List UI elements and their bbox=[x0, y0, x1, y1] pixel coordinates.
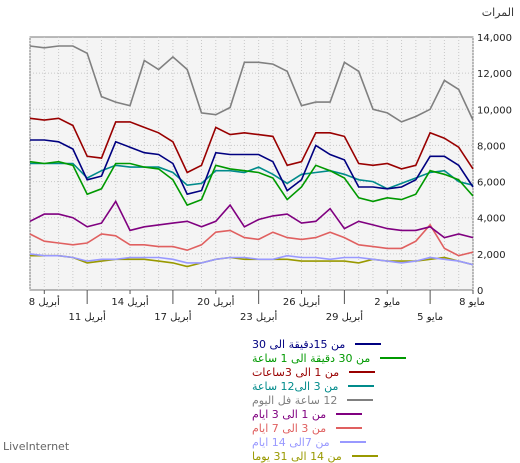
y-tick-label: 2,000 bbox=[477, 250, 506, 261]
legend-label: من 3 الى 7 ايام bbox=[252, 421, 327, 435]
line-chart: المرات 0 2,000 4,000 6,000 8,000 10,000 12,000… bbox=[29, 6, 514, 323]
x-tick-label: 26 أبريل bbox=[283, 295, 321, 308]
legend-entry: من 7الى 14 ايام bbox=[252, 435, 512, 449]
y-tick-labels: 0 2,000 4,000 6,000 8,000 10,000 12,000 14,000 bbox=[477, 33, 512, 297]
legend-swatch bbox=[355, 343, 382, 345]
x-tick-label: 14 أبريل bbox=[111, 295, 149, 308]
x-tick-labels: 8 مايو 2 مايو 26 أبريل 20 أبريل 14 أبريل 8 أب… bbox=[29, 290, 485, 323]
y-tick-label: 12,000 bbox=[477, 69, 512, 80]
legend: من 15دقيقة الى 30 من 30 دقيقة الى 1 ساعة م… bbox=[252, 337, 512, 463]
x-tick-label: 17 أبريل bbox=[154, 310, 192, 323]
x-tick-label: 8 مايو bbox=[459, 297, 485, 308]
series-line bbox=[29, 160, 474, 207]
series-line bbox=[29, 199, 474, 239]
plot-area bbox=[29, 36, 474, 291]
x-tick-label: 8 أبريل bbox=[29, 295, 60, 308]
legend-label: من 3 الى12 ساعة bbox=[252, 379, 339, 393]
legend-entry: من 30 دقيقة الى 1 ساعة bbox=[252, 351, 512, 365]
series-line bbox=[30, 254, 474, 268]
legend-swatch bbox=[348, 385, 375, 387]
legend-swatch bbox=[336, 413, 363, 415]
y-tick-label: 10,000 bbox=[477, 105, 512, 116]
y-tick-label: 8,000 bbox=[477, 141, 506, 152]
legend-label: 12 ساعة فل اليوم bbox=[252, 393, 338, 407]
series-line bbox=[29, 223, 474, 257]
y-axis-label: المرات bbox=[482, 6, 514, 19]
legend-entry: من 1 الى 3 ايام bbox=[252, 407, 512, 421]
legend-swatch bbox=[339, 441, 366, 443]
x-tick-label: 2 مايو bbox=[374, 297, 400, 308]
x-tick-label: 29 أبريل bbox=[326, 310, 364, 323]
legend-swatch bbox=[336, 427, 363, 429]
legend-label: من 1 الى 3ساعات bbox=[252, 365, 340, 379]
legend-label: من 7الى 14 ايام bbox=[252, 435, 330, 449]
legend-swatch bbox=[380, 357, 407, 359]
legend-label: من 30 دقيقة الى 1 ساعة bbox=[252, 351, 371, 365]
x-tick-label: 23 أبريل bbox=[240, 310, 278, 323]
legend-entry: من 14 الى 31 يوما bbox=[252, 449, 512, 463]
series-lines bbox=[29, 45, 474, 268]
legend-entry: من 3 الى 7 ايام bbox=[252, 421, 512, 435]
legend-label: من 14 الى 31 يوما bbox=[252, 449, 342, 463]
legend-label: من 15دقيقة الى 30 bbox=[252, 337, 346, 351]
series-line bbox=[30, 139, 474, 196]
legend-entry: 12 ساعة فل اليوم bbox=[252, 393, 512, 407]
legend-label: من 1 الى 3 ايام bbox=[252, 407, 327, 421]
legend-swatch bbox=[347, 399, 374, 401]
legend-swatch bbox=[349, 371, 376, 373]
y-tick-label: 4,000 bbox=[477, 214, 506, 225]
legend-entry: من 3 الى12 ساعة bbox=[252, 379, 512, 393]
legend-entry: من 1 الى 3ساعات bbox=[252, 365, 512, 379]
series-line bbox=[29, 253, 474, 266]
y-tick-label: 14,000 bbox=[477, 33, 512, 44]
x-tick-label: 5 مايو bbox=[417, 312, 443, 323]
y-tick-label: 0 bbox=[477, 286, 483, 297]
legend-entry: من 15دقيقة الى 30 bbox=[252, 337, 512, 351]
series-line bbox=[29, 117, 474, 174]
y-tick-label: 6,000 bbox=[477, 178, 506, 189]
series-line bbox=[29, 45, 474, 123]
x-tick-label: 11 أبريل bbox=[68, 310, 106, 323]
legend-swatch bbox=[351, 455, 378, 457]
footer-brand: LiveInternet bbox=[3, 440, 70, 453]
x-tick-label: 20 أبريل bbox=[197, 295, 235, 308]
